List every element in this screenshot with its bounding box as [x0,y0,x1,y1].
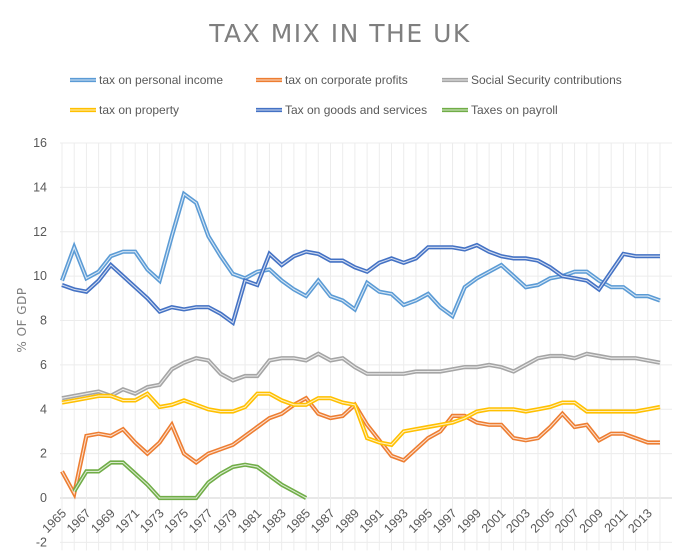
legend-label: Taxes on payroll [471,103,558,117]
series-lines [60,190,661,501]
x-tick-label: 1991 [357,506,387,536]
series-line-highlight [61,244,660,324]
y-axis-label: % OF GDP [15,287,29,352]
legend: tax on personal income tax on corporate p… [70,73,622,117]
y-tick-label: -2 [36,535,47,549]
y-tick-label: 2 [40,447,47,461]
x-tick-label: 1965 [40,506,70,536]
series-tax-on-corporate-profits [60,395,660,500]
x-tick-label: 1993 [381,506,411,536]
x-tick-label: 1981 [235,506,265,536]
x-tick-label: 1967 [64,506,94,536]
y-tick-label: 16 [33,136,47,150]
series-line [61,242,660,327]
series-line [61,351,661,401]
series-line-highlight [73,461,307,499]
series-line [60,395,660,500]
x-tick-label: 1975 [162,506,192,536]
x-tick-label: 1989 [332,506,362,536]
legend-label: tax on property [99,103,179,117]
series-line [72,460,308,501]
series-tax-on-goods-and-services [61,242,660,327]
x-tick-label: 2001 [479,506,509,536]
legend-item: tax on corporate profits [256,73,408,87]
legend-item: Taxes on payroll [442,103,558,117]
x-tick-label: 1987 [308,506,338,536]
y-tick-label: 14 [33,180,47,194]
x-tick-label: 1985 [284,506,314,536]
x-tick-label: 1995 [406,506,436,536]
series-tax-on-personal-income [60,190,661,320]
legend-item: tax on property [70,103,179,117]
chart-title: TAX MIX IN THE UK [208,19,471,48]
legend-label: tax on corporate profits [285,73,408,87]
series-taxes-on-payroll [72,460,308,501]
legend-label: Social Security contributions [471,73,622,87]
x-tick-label: 1973 [137,506,167,536]
x-tick-label: 2013 [625,506,655,536]
legend-item: tax on personal income [70,73,223,87]
x-tick-label: 2007 [552,506,582,536]
x-tick-label: 1977 [186,506,216,536]
y-axis-ticks: -2 0 2 4 6 8 10 12 14 16 [33,136,47,549]
y-tick-label: 0 [40,491,47,505]
x-tick-label: 1969 [88,506,118,536]
x-tick-label: 2009 [577,506,607,536]
series-social-security-contributions [61,351,661,401]
y-tick-label: 12 [33,225,47,239]
legend-item: Social Security contributions [442,73,622,87]
series-line [60,190,661,320]
legend-label: tax on personal income [99,73,223,87]
y-tick-label: 4 [40,402,47,416]
x-tick-label: 1997 [430,506,460,536]
legend-label: Tax on goods and services [285,103,427,117]
y-tick-label: 8 [40,314,47,328]
series-tax-on-property [61,391,661,448]
y-tick-label: 10 [33,269,47,283]
x-tick-label: 1971 [113,506,143,536]
x-tick-label: 1999 [454,506,484,536]
series-line-highlight [61,353,661,399]
x-tick-label: 1979 [210,506,240,536]
x-tick-label: 2003 [503,506,533,536]
x-tick-label: 1983 [259,506,289,536]
series-line-highlight [61,393,661,446]
y-tick-label: 6 [40,358,47,372]
x-tick-label: 2005 [528,506,558,536]
gridlines [60,142,672,551]
legend-item: Tax on goods and services [256,103,427,117]
x-tick-label: 2011 [602,506,631,535]
series-line-highlight [61,397,660,496]
